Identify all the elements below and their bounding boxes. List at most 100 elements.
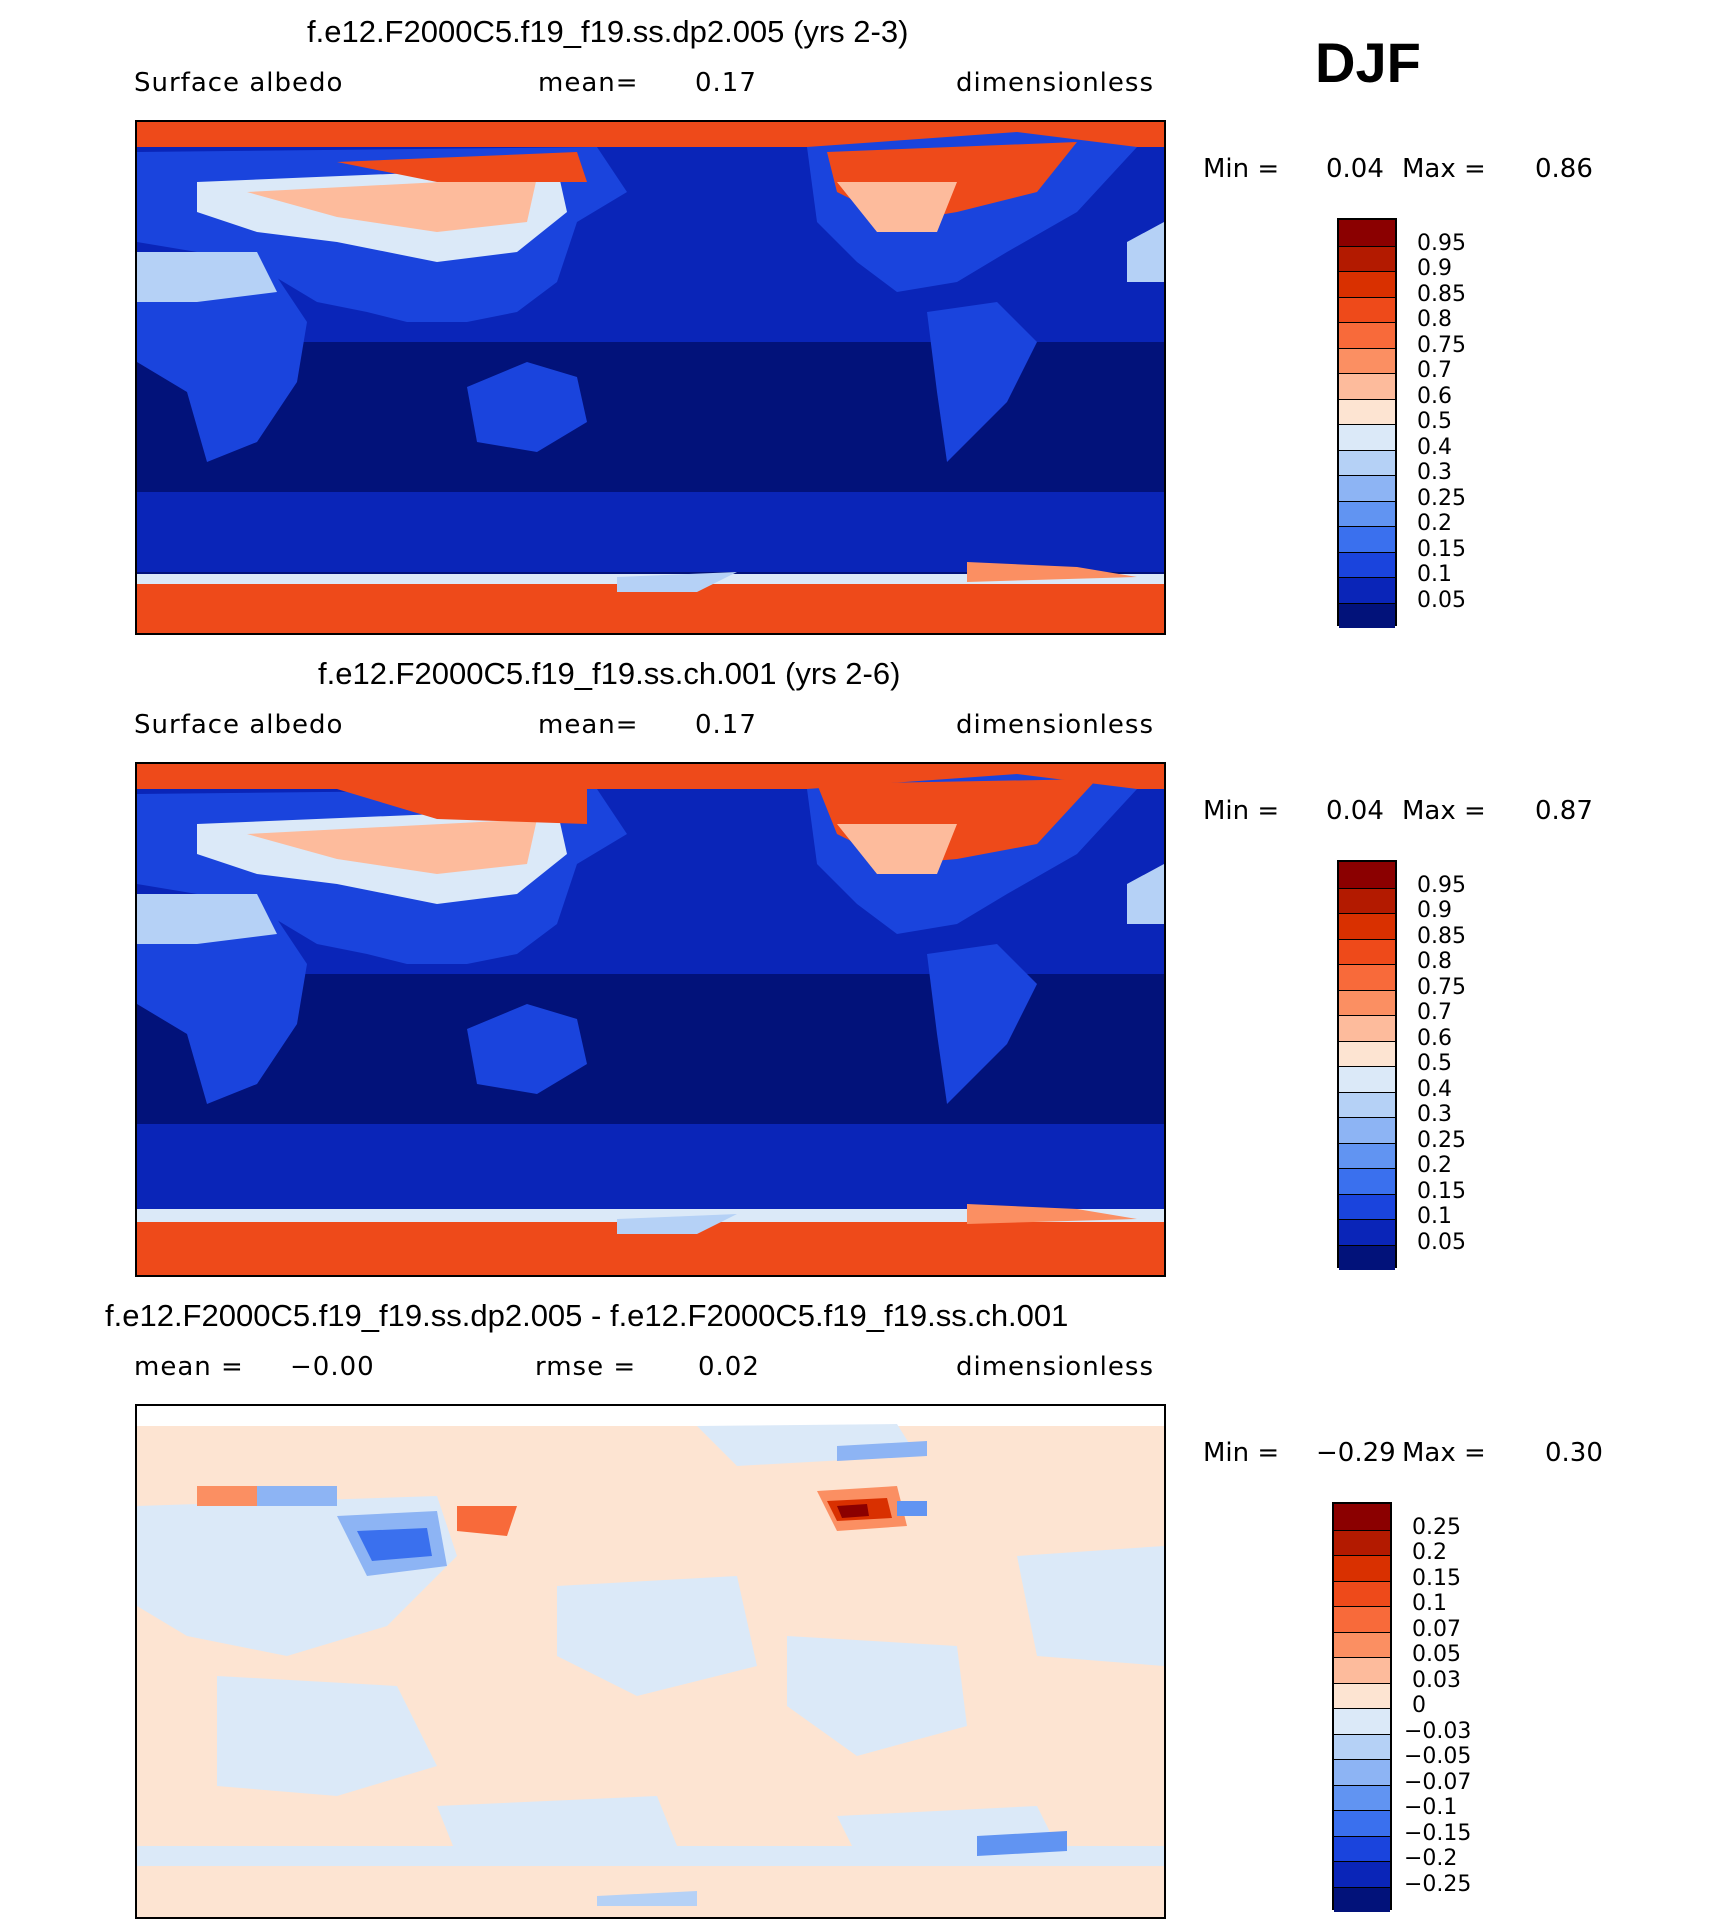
colorbar-tick-label: 0.05 — [1417, 1229, 1466, 1255]
colorbar-swatch — [1339, 1117, 1395, 1143]
panel-1-variable-label: Surface albedo — [134, 68, 344, 98]
colorbar-swatch — [1339, 551, 1395, 577]
panel-2-variable-label: Surface albedo — [134, 710, 344, 740]
colorbar-tick-label: 0.75 — [1417, 332, 1466, 358]
colorbar-swatch — [1334, 1733, 1390, 1759]
colorbar-tick-label: 0.9 — [1417, 256, 1452, 281]
panel-3-rmse-value: 0.02 — [698, 1352, 760, 1382]
panel-1-colorbar — [1337, 218, 1397, 628]
panel-3-mean-value: −0.00 — [290, 1352, 375, 1382]
panel-3-max-value: 0.30 — [1545, 1438, 1603, 1468]
colorbar-tick-label: 0.2 — [1417, 1153, 1452, 1178]
colorbar-tick-label: 0.8 — [1417, 307, 1452, 332]
colorbar-tick-label: 0.85 — [1417, 281, 1466, 307]
colorbar-swatch — [1339, 887, 1395, 913]
panel-3-max-label: Max = — [1402, 1438, 1486, 1468]
colorbar-swatch — [1334, 1529, 1390, 1555]
panel-2-title: f.e12.F2000C5.f19_f19.ss.ch.001 (yrs 2-6… — [318, 656, 901, 691]
colorbar-swatch — [1339, 964, 1395, 990]
colorbar-tick-label: 0.15 — [1417, 1178, 1466, 1204]
colorbar-tick-label: 0.15 — [1412, 1565, 1461, 1591]
panel-2-max-value: 0.87 — [1535, 796, 1593, 826]
panel-3-map-svg — [137, 1406, 1164, 1917]
colorbar-swatch — [1339, 347, 1395, 373]
colorbar-swatch — [1339, 1244, 1395, 1270]
colorbar-tick-label: 0.07 — [1412, 1616, 1461, 1642]
colorbar-tick-label: 0.25 — [1412, 1514, 1461, 1540]
colorbar-swatch — [1339, 989, 1395, 1015]
colorbar-tick-label: −0.03 — [1404, 1718, 1472, 1744]
colorbar-swatch — [1334, 1606, 1390, 1632]
colorbar-swatch — [1339, 913, 1395, 939]
colorbar-swatch — [1334, 1580, 1390, 1606]
panel-1-title: f.e12.F2000C5.f19_f19.ss.dp2.005 (yrs 2-… — [307, 14, 909, 49]
colorbar-swatch — [1339, 449, 1395, 475]
colorbar-tick-label: −0.2 — [1404, 1846, 1458, 1871]
colorbar-swatch — [1334, 1784, 1390, 1810]
colorbar-swatch — [1334, 1835, 1390, 1861]
colorbar-tick-label: 0.25 — [1417, 1127, 1466, 1153]
colorbar-tick-label: −0.25 — [1404, 1871, 1472, 1897]
panel-2-min-label: Min = — [1203, 796, 1280, 826]
panel-3-map — [135, 1404, 1166, 1919]
colorbar-tick-label: 0.1 — [1417, 1204, 1452, 1229]
colorbar-tick-label: −0.05 — [1404, 1744, 1472, 1769]
colorbar-tick-label: 0.6 — [1417, 383, 1452, 409]
colorbar-tick-label: 0.4 — [1417, 434, 1452, 460]
colorbar-swatch — [1339, 862, 1395, 888]
colorbar-swatch — [1334, 1759, 1390, 1785]
colorbar-tick-label: 0.5 — [1417, 1051, 1452, 1076]
panel-2-min-value: 0.04 — [1326, 796, 1384, 826]
colorbar-tick-label: 0.25 — [1417, 485, 1466, 511]
colorbar-swatch — [1339, 1040, 1395, 1066]
colorbar-swatch — [1334, 1861, 1390, 1887]
panel-2-mean-value: 0.17 — [695, 710, 757, 740]
colorbar-tick-label: 0.2 — [1417, 511, 1452, 536]
colorbar-swatch — [1339, 1193, 1395, 1219]
colorbar-tick-label: −0.15 — [1404, 1820, 1472, 1846]
colorbar-swatch — [1339, 1015, 1395, 1041]
colorbar-tick-label: 0 — [1412, 1693, 1426, 1718]
colorbar-tick-label: 0.9 — [1417, 898, 1452, 923]
panel-2-units: dimensionless — [956, 710, 1154, 740]
colorbar-tick-label: 0.5 — [1417, 409, 1452, 434]
colorbar-tick-label: 0.15 — [1417, 536, 1466, 562]
colorbar-tick-label: 0.85 — [1417, 923, 1466, 949]
colorbar-tick-label: 0.05 — [1417, 587, 1466, 613]
colorbar-tick-label: −0.07 — [1404, 1769, 1472, 1795]
season-label: DJF — [1315, 31, 1421, 94]
colorbar-tick-label: 0.7 — [1417, 1000, 1452, 1025]
colorbar-swatch — [1339, 398, 1395, 424]
colorbar-swatch — [1334, 1657, 1390, 1683]
colorbar-tick-label: 0.1 — [1412, 1591, 1447, 1616]
colorbar-swatch — [1339, 577, 1395, 603]
panel-3-colorbar — [1332, 1502, 1392, 1912]
colorbar-swatch — [1339, 296, 1395, 322]
colorbar-tick-label: 0.2 — [1412, 1540, 1447, 1565]
colorbar-swatch — [1334, 1555, 1390, 1581]
panel-3-min-value: −0.29 — [1316, 1438, 1396, 1468]
panel-1-mean-value: 0.17 — [695, 68, 757, 98]
colorbar-swatch — [1339, 1219, 1395, 1245]
panel-2-map — [135, 762, 1166, 1277]
colorbar-tick-label: 0.75 — [1417, 974, 1466, 1000]
colorbar-swatch — [1334, 1810, 1390, 1836]
colorbar-swatch — [1339, 373, 1395, 399]
colorbar-swatch — [1334, 1631, 1390, 1657]
colorbar-tick-label: 0.8 — [1417, 949, 1452, 974]
colorbar-swatch — [1339, 938, 1395, 964]
panel-1-max-label: Max = — [1402, 154, 1486, 184]
panel-3-mean-label: mean = — [134, 1352, 244, 1382]
colorbar-tick-label: 0.4 — [1417, 1076, 1452, 1102]
panel-1-mean-label: mean= — [538, 68, 639, 98]
panel-2-max-label: Max = — [1402, 796, 1486, 826]
colorbar-tick-label: 0.3 — [1417, 1102, 1452, 1127]
colorbar-swatch — [1334, 1708, 1390, 1734]
colorbar-tick-label: 0.6 — [1417, 1025, 1452, 1051]
colorbar-swatch — [1334, 1504, 1390, 1530]
panel-3-units: dimensionless — [956, 1352, 1154, 1382]
panel-2-colorbar — [1337, 860, 1397, 1270]
colorbar-swatch — [1334, 1886, 1390, 1912]
colorbar-swatch — [1339, 424, 1395, 450]
colorbar-tick-label: 0.95 — [1417, 872, 1466, 898]
